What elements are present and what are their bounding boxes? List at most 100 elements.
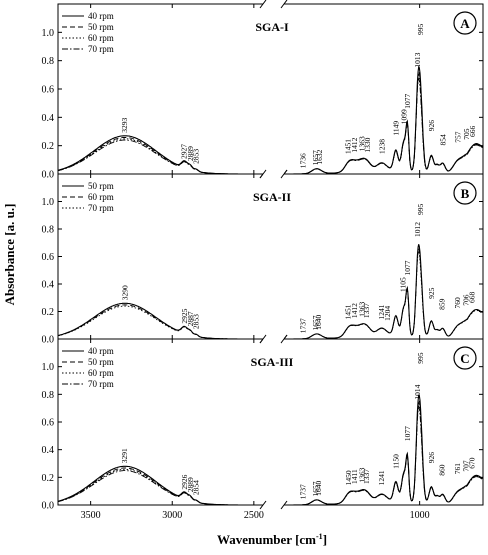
peak-label: 1640	[314, 481, 323, 496]
peak-label: 1149	[392, 121, 401, 136]
series-line-70-rpm	[57, 470, 262, 506]
y-tick-label: 0.8	[42, 225, 55, 236]
panel-letter: A	[460, 16, 470, 31]
series-line-70-rpm	[285, 405, 483, 506]
peak-label: 1737	[298, 484, 307, 499]
peak-label: 666	[468, 126, 477, 138]
peak-label: 1337	[362, 303, 371, 318]
y-axis-title: Absorbance [a. u.]	[2, 204, 17, 306]
peak-label: 1363	[358, 302, 367, 317]
peak-label: 705	[462, 128, 471, 140]
series-line-50-rpm	[57, 467, 262, 506]
peak-label: 2889	[186, 477, 195, 492]
peak-label: 1241	[377, 304, 386, 319]
y-tick-label: 0.6	[42, 418, 55, 429]
peak-label: 1451	[344, 304, 353, 319]
peak-label: 926	[427, 452, 436, 464]
legend-entry: 60 rpm	[88, 368, 114, 378]
axis-break-mark	[280, 500, 288, 510]
y-tick-label: 1.0	[42, 197, 55, 208]
peak-label: 1363	[358, 467, 367, 482]
legend-entry: 40 rpm	[88, 11, 114, 21]
x-tick-label: 3500	[81, 510, 101, 521]
peak-label: 995	[416, 204, 425, 216]
axis-break-mark	[259, 0, 267, 9]
axis-break-gap	[263, 335, 284, 343]
legend-entry: 70 rpm	[88, 379, 114, 389]
peak-label: 1450	[344, 470, 353, 485]
y-tick-label: 0.2	[42, 141, 55, 152]
axis-break-gap	[263, 0, 284, 8]
peak-label: 859	[438, 298, 447, 310]
y-tick-label: 0.0	[42, 501, 55, 512]
y-tick-label: 0.8	[42, 56, 55, 67]
peak-label: 1077	[403, 260, 412, 275]
panel-title: SGA-I	[255, 20, 289, 34]
peak-label: 1411	[350, 469, 359, 484]
y-tick-label: 0.6	[42, 85, 55, 96]
peak-label: 1238	[377, 139, 386, 154]
peak-label: 1099	[400, 109, 409, 124]
peak-label: 2927	[180, 144, 189, 159]
panel-letter-circle	[453, 181, 477, 205]
legend-entry: 70 rpm	[88, 44, 114, 54]
peak-label: 1736	[299, 153, 308, 168]
peak-label: 1640	[314, 315, 323, 330]
legend-entry: 40 rpm	[88, 346, 114, 356]
y-tick-label: 0.0	[42, 170, 55, 181]
y-tick-label: 0.2	[42, 473, 55, 484]
series-line-60-rpm	[57, 468, 262, 506]
legend-entry: 50 rpm	[88, 181, 114, 191]
peak-label: 1204	[383, 306, 392, 321]
series-line-50-rpm	[57, 137, 262, 175]
x-tick-label: 2500	[244, 510, 264, 521]
series-line-70-rpm	[57, 139, 262, 175]
y-tick-label: 0.4	[42, 280, 55, 291]
peak-label: 925	[427, 287, 436, 299]
panel-title: SGA-III	[251, 355, 294, 369]
peak-label: 854	[438, 134, 447, 146]
peak-label: 707	[462, 460, 471, 472]
peak-label: 3290	[120, 285, 129, 300]
panel-letter: C	[460, 351, 469, 366]
peak-label: 668	[468, 292, 477, 304]
y-tick-label: 0.2	[42, 307, 55, 318]
peak-label: 1013	[413, 52, 422, 67]
peak-label: 1412	[350, 303, 359, 318]
peak-label: 995	[416, 352, 425, 364]
peak-label: 2853	[192, 314, 201, 329]
peak-label: 2925	[180, 308, 189, 323]
peak-label: 1150	[391, 454, 400, 469]
axis-break-mark	[259, 169, 267, 179]
peak-label: 1657	[311, 150, 320, 165]
x-tick-label: 1000	[410, 510, 430, 521]
peak-label: 3293	[120, 118, 129, 133]
peak-label: 1632	[315, 149, 324, 164]
peak-label: 760	[453, 297, 462, 309]
peak-label: 2889	[186, 146, 195, 161]
panel-letter: B	[461, 186, 470, 201]
x-tick-label: 3000	[162, 510, 182, 521]
axis-break-mark	[259, 500, 267, 510]
peak-label: 926	[427, 120, 436, 132]
axis-break-gap	[263, 170, 284, 178]
panel-title: SGA-II	[253, 190, 291, 204]
peak-label: 1412	[350, 137, 359, 152]
y-tick-label: 1.0	[42, 362, 55, 373]
x-axis-title: Wavenumber [cm-1]	[217, 532, 327, 547]
axis-break-mark	[280, 169, 288, 179]
peak-label: 1014	[413, 384, 422, 399]
peak-label: 2887	[186, 311, 195, 326]
y-tick-label: 0.0	[42, 335, 55, 346]
legend-entry: 70 rpm	[88, 203, 114, 213]
peak-label: 860	[437, 464, 446, 476]
axis-break-mark	[280, 334, 288, 344]
peak-label: 1657	[311, 315, 320, 330]
peak-label: 2854	[192, 480, 201, 495]
axis-break-mark	[280, 0, 288, 9]
series-line-60-rpm	[57, 138, 262, 175]
peak-label: 1012	[413, 222, 422, 237]
panel-letter-circle	[453, 346, 477, 370]
